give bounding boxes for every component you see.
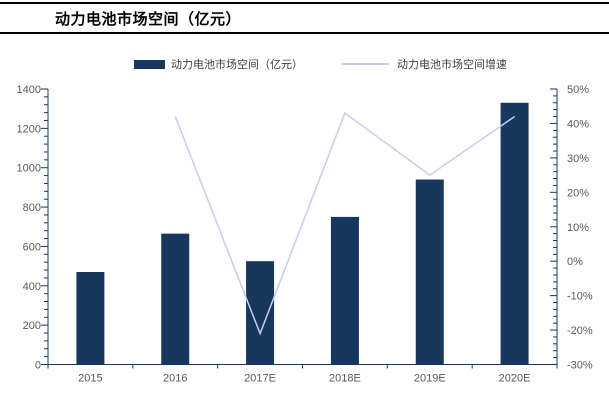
left-axis-tick-label: 1200: [17, 123, 41, 135]
left-axis-tick-label: 400: [23, 281, 41, 293]
left-axis-tick-label: 200: [23, 320, 41, 332]
x-axis-category-label: 2020E: [499, 373, 531, 385]
right-axis-tick-label: -10%: [567, 291, 593, 303]
chart-title: 动力电池市场空间（亿元）: [55, 11, 242, 28]
right-axis-tick-label: 20%: [567, 187, 589, 199]
line-series-swatch: [342, 63, 389, 65]
left-axis-tick-label: 1000: [17, 163, 41, 175]
market-size-combo-chart: 0 200 400 600 800 1000 1200 1400 50% 40% 30% 20% 10%…: [17, 84, 593, 385]
title-top-rule: [0, 2, 609, 4]
x-axis-category-label: 2016: [163, 373, 187, 385]
bar-2016: [161, 233, 190, 365]
growth-rate-line: [174, 111, 516, 336]
right-axis-tick-label: 40%: [567, 118, 589, 130]
x-axis-category-label: 2018E: [329, 373, 361, 385]
left-axis-tick-label: 600: [23, 241, 41, 253]
bar-2017E: [246, 261, 275, 365]
right-axis-tick-label: 30%: [567, 153, 589, 165]
bar-series-label: 动力电池市场空间（亿元）: [171, 59, 303, 71]
right-axis-tick-label: -30%: [567, 360, 593, 372]
bar-2015: [76, 272, 105, 365]
title-bottom-rule: [0, 32, 609, 34]
x-axis-category-label: 2017E: [244, 373, 276, 385]
bar-2019E: [415, 179, 444, 365]
right-axis-tick-label: 10%: [567, 222, 589, 234]
bar-2018E: [330, 216, 359, 365]
x-axis-category-label: 2015: [78, 373, 102, 385]
line-series-label: 动力电池市场空间增速: [397, 59, 507, 71]
left-axis-tick-label: 1400: [17, 84, 41, 96]
left-axis-tick-label: 0: [35, 360, 41, 372]
right-axis-tick-label: 0%: [567, 256, 583, 268]
right-axis-tick-label: -20%: [567, 325, 593, 337]
right-axis-tick-label: 50%: [567, 84, 589, 96]
x-axis-category-label: 2019E: [414, 373, 446, 385]
left-axis-tick-label: 800: [23, 202, 41, 214]
bar-2020E: [500, 102, 529, 365]
legend-item-market-size: 动力电池市场空间（亿元）: [134, 56, 303, 72]
bar-series-swatch: [134, 59, 165, 69]
legend-item-growth: 动力电池市场空间增速: [342, 56, 507, 72]
